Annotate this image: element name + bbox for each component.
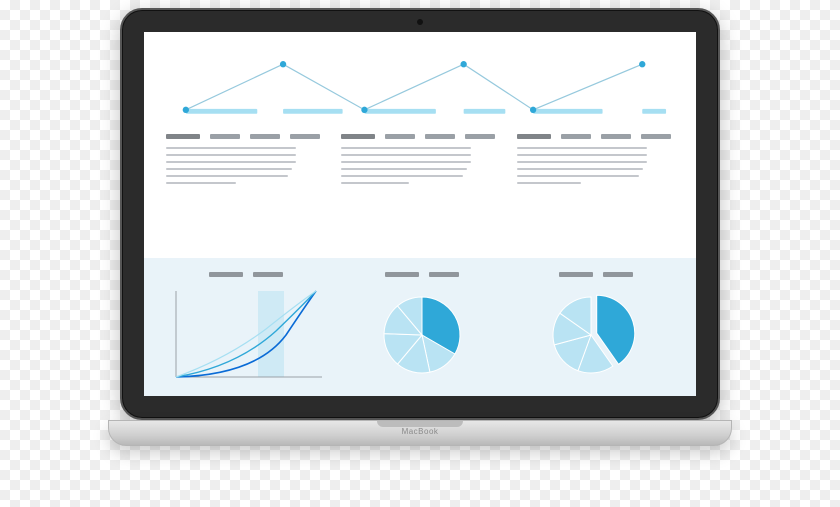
header-placeholder [429, 272, 459, 277]
paragraph-placeholder [166, 147, 323, 184]
pie-svg [541, 285, 651, 385]
sparkline-svg [166, 50, 674, 128]
text-column [517, 134, 674, 189]
paragraph-placeholder [517, 147, 674, 184]
subtitle-placeholder [425, 134, 455, 139]
upper-section [144, 32, 696, 258]
laptop-mockup: MacBook [108, 8, 732, 448]
camera-dot [417, 19, 423, 25]
text-column [341, 134, 498, 189]
pie-chart-1 [372, 285, 472, 385]
header-placeholder [385, 272, 419, 277]
laptop-bezel [120, 8, 720, 420]
panel-header [209, 272, 283, 277]
column-heading [341, 134, 498, 139]
pie-svg [372, 285, 472, 385]
title-placeholder [517, 134, 551, 139]
screen [144, 32, 696, 396]
sparkline-chart [166, 50, 674, 128]
pie-panel-1 [344, 272, 500, 385]
subtitle-placeholder [385, 134, 415, 139]
header-placeholder [253, 272, 283, 277]
paragraph-placeholder [341, 147, 498, 184]
title-placeholder [166, 134, 200, 139]
title-placeholder [341, 134, 375, 139]
header-placeholder [603, 272, 633, 277]
subtitle-placeholder [210, 134, 240, 139]
column-heading [166, 134, 323, 139]
pie-chart-2 [541, 285, 651, 385]
subtitle-placeholder [250, 134, 280, 139]
curves-svg [166, 285, 326, 385]
subtitle-placeholder [561, 134, 591, 139]
text-columns [166, 134, 674, 189]
panel-header [559, 272, 633, 277]
subtitle-placeholder [601, 134, 631, 139]
subtitle-placeholder [290, 134, 320, 139]
header-placeholder [559, 272, 593, 277]
subtitle-placeholder [465, 134, 495, 139]
column-heading [517, 134, 674, 139]
curves-chart [166, 285, 326, 385]
curves-panel [166, 272, 326, 385]
subtitle-placeholder [641, 134, 671, 139]
brand-label: MacBook [109, 427, 731, 436]
panel-header [385, 272, 459, 277]
lower-section [144, 258, 696, 396]
pie-panel-2 [518, 272, 674, 385]
laptop-base: MacBook [108, 420, 732, 446]
text-column [166, 134, 323, 189]
header-placeholder [209, 272, 243, 277]
